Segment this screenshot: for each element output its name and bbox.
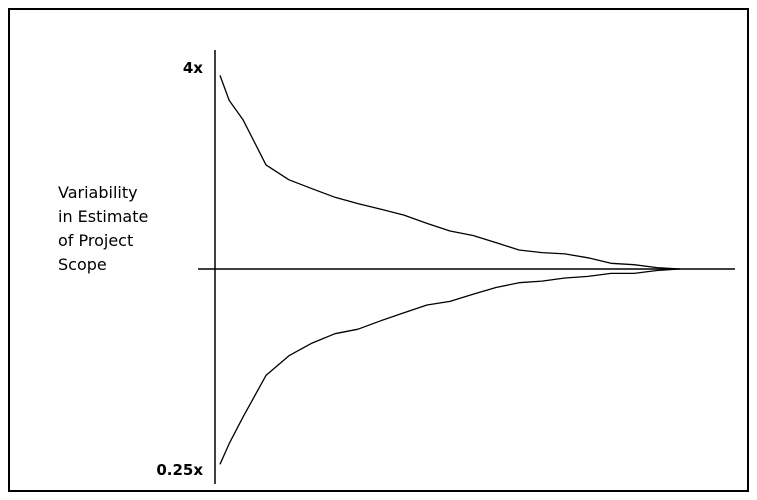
y-axis-label-line: Variability xyxy=(58,183,138,202)
y-tick-labels: 4x 0.25x xyxy=(156,59,203,479)
y-axis-label-line: in Estimate xyxy=(58,207,148,226)
chart-svg: 4x 0.25x Variability in Estimate of Project… xyxy=(58,50,735,484)
chart-frame: 4x 0.25x Variability in Estimate of Project… xyxy=(8,8,749,492)
y-axis-label: Variability in Estimate of Project Scope xyxy=(58,183,148,274)
y-axis-label-line: Scope xyxy=(58,255,107,274)
y-tick-label: 4x xyxy=(183,59,203,77)
y-axis-label-line: of Project xyxy=(58,231,133,250)
upper-bound-line xyxy=(219,75,681,270)
y-tick-label: 0.25x xyxy=(156,461,203,479)
lower-bound-line xyxy=(219,268,681,465)
series-group xyxy=(219,75,681,465)
